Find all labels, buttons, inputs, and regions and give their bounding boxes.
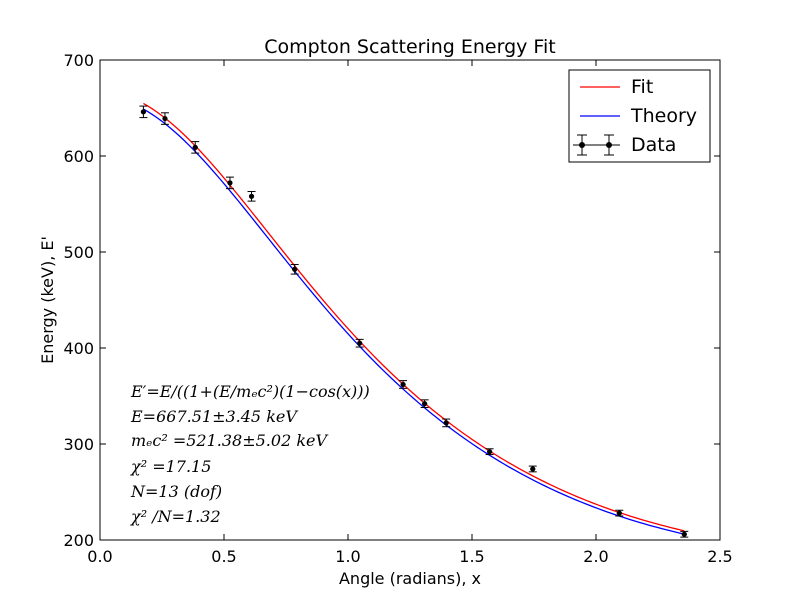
legend-theory-label: Theory [630, 105, 697, 127]
legend: Fit Theory Data [568, 69, 711, 163]
data-marker [422, 401, 428, 407]
chart-title: Compton Scattering Energy Fit [264, 36, 555, 58]
x-tick-label: 2.0 [583, 547, 608, 566]
fit-annotation-line: E′=E/((1+(E/mₑc²)(1−cos(x))) [130, 382, 370, 401]
data-point [139, 105, 148, 119]
data-marker [681, 531, 687, 537]
y-tick-label: 400 [63, 339, 94, 358]
data-marker [487, 449, 493, 455]
data-point [290, 263, 299, 275]
data-point [615, 509, 624, 517]
data-point [247, 191, 256, 202]
fit-annotation-line: N=13 (dof) [130, 482, 222, 501]
data-marker [357, 340, 363, 346]
y-tick-label: 600 [63, 147, 94, 166]
fit-annotation-line: mₑc² =521.38±5.02 keV [131, 431, 329, 450]
fit-annotation-line: χ² /N=1.32 [130, 507, 221, 526]
data-point [355, 338, 364, 348]
data-marker [227, 180, 233, 186]
legend-data-swatch [573, 134, 620, 156]
data-marker [162, 115, 168, 122]
data-point [420, 399, 429, 409]
data-marker [192, 144, 198, 150]
data-marker [530, 466, 536, 472]
curves [143, 102, 685, 535]
data-marker [292, 266, 298, 272]
data-marker [400, 381, 406, 388]
series-theory-line [143, 108, 685, 535]
fit-annotation-line: E=667.51±3.45 keV [130, 407, 298, 426]
y-tick-label: 200 [63, 531, 94, 550]
data-point [442, 418, 451, 428]
series-fit-line [143, 102, 685, 532]
x-tick-label: 1.0 [335, 547, 360, 566]
x-tick-label: 1.5 [459, 547, 484, 566]
y-tick-label: 300 [63, 435, 94, 454]
x-axis-title: Angle (radians), x [339, 569, 481, 588]
data-points [139, 105, 689, 538]
data-point [160, 112, 169, 125]
data-marker [140, 109, 146, 115]
y-axis-title: Energy (keV), E' [38, 236, 57, 364]
data-point [191, 141, 200, 154]
data-point [225, 176, 234, 190]
data-point [680, 530, 689, 538]
x-tick-label: 2.5 [707, 547, 732, 566]
data-point [528, 465, 537, 473]
y-tick-label: 500 [63, 243, 94, 262]
x-tick-label: 0.5 [211, 547, 236, 566]
data-marker [443, 420, 449, 426]
legend-data-label: Data [631, 134, 676, 156]
fit-annotations: E′=E/((1+(E/mₑc²)(1−cos(x))) E=667.51±3.4… [130, 382, 370, 526]
axis-ticks: 0.0 0.5 1.0 1.5 2.0 2.5 200 300 400 500 600 700 [63, 51, 732, 566]
y-tick-label: 700 [63, 51, 94, 70]
data-marker [616, 510, 622, 516]
data-point [485, 448, 494, 456]
x-tick-label: 0.0 [87, 547, 112, 566]
fit-annotation-line: χ² =17.15 [130, 457, 211, 476]
data-marker [248, 193, 255, 199]
data-point [399, 380, 408, 389]
legend-fit-label: Fit [631, 76, 653, 98]
